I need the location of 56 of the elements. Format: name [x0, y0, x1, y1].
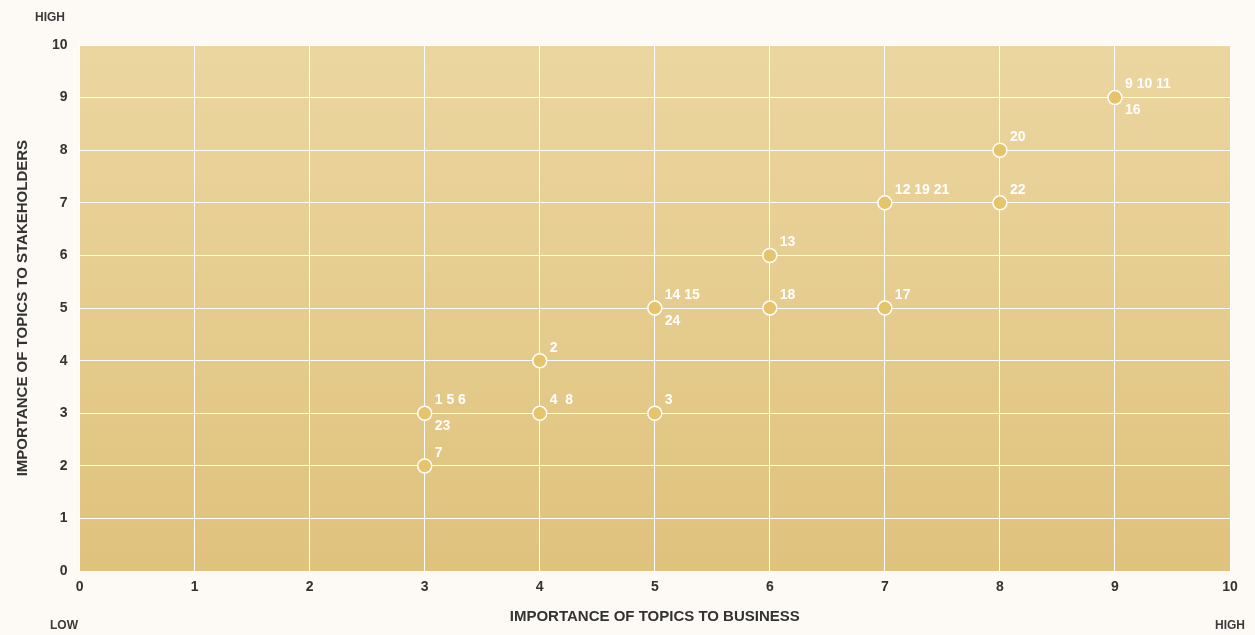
x-tick-label: 10: [1222, 578, 1238, 595]
x-tick-label: 5: [650, 578, 659, 595]
text: LOW: [50, 618, 78, 632]
annotation: 4 8: [549, 391, 574, 408]
x-tick-label: 4: [535, 578, 544, 595]
annotation: 2: [549, 338, 558, 355]
point: [762, 300, 778, 316]
annotation: 16: [1124, 101, 1141, 118]
y-tick-label: 5: [59, 298, 68, 315]
y-tick-label: 7: [59, 193, 68, 210]
point: [877, 195, 893, 211]
y-axis-title: IMPORTANCE OF TOPICS TO STAKEHOLDERS: [13, 139, 31, 477]
point: [416, 405, 433, 422]
annotation: 17: [894, 285, 911, 302]
x-tick-label: 3: [420, 578, 429, 595]
y-tick-label: 4: [59, 351, 68, 368]
annotation: 7: [434, 443, 443, 460]
annotation: 1 5 6: [434, 391, 467, 408]
annotation: 20: [1009, 128, 1026, 145]
y-tick-label: 1: [59, 509, 68, 526]
point: [531, 352, 548, 369]
x-tick-label: 1: [190, 578, 199, 595]
annotation: 12 19 21: [894, 180, 950, 197]
annotation: 18: [779, 285, 796, 302]
x-tick-label: 6: [765, 578, 774, 595]
annotation: 3: [664, 391, 673, 408]
annotation: 22: [1009, 180, 1026, 197]
point: [1107, 89, 1123, 106]
y-tick-label: 0: [59, 562, 68, 579]
x-tick-label: 0: [75, 578, 84, 595]
y-tick-label: 9: [59, 88, 68, 105]
x-tick-label: 8: [996, 578, 1005, 595]
y-tick-label: 3: [59, 404, 68, 421]
text: HIGH: [35, 10, 65, 24]
point: [992, 142, 1008, 158]
annotation: 23: [434, 417, 451, 434]
annotation: 9 10 11: [1124, 75, 1172, 92]
x-axis-title: IMPORTANCE OF TOPICS TO BUSINESS: [509, 607, 800, 625]
y-tick-label: 2: [59, 456, 68, 473]
y-tick-label: 8: [59, 141, 68, 158]
x-tick-label: 7: [880, 578, 889, 595]
point: [531, 405, 548, 422]
point: [762, 247, 778, 264]
y-tick-label: 10: [51, 35, 68, 52]
y-tick-label: 6: [59, 246, 68, 263]
point: [877, 300, 893, 316]
point: [647, 405, 663, 422]
point: [647, 300, 663, 316]
x-tick-label: 9: [1111, 578, 1120, 595]
x-tick-label: 2: [305, 578, 314, 595]
annotation: 24: [664, 311, 681, 328]
text: HIGH: [1215, 618, 1245, 632]
point: [416, 458, 433, 474]
point: [992, 195, 1008, 211]
annotation: 13: [779, 233, 796, 250]
annotation: 14 15: [664, 285, 701, 302]
